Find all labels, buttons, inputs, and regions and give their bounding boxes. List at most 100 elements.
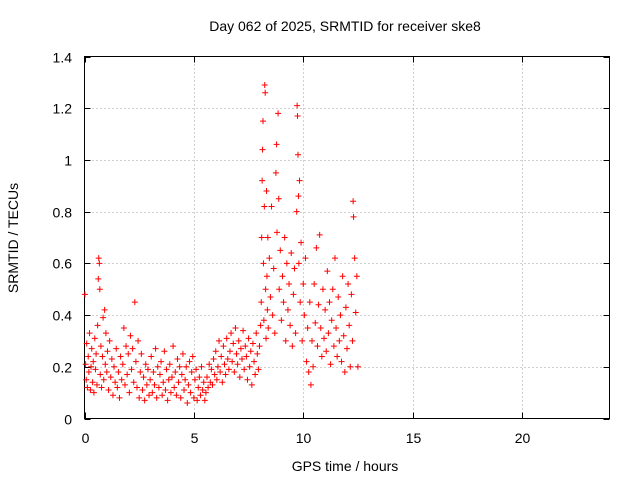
data-point xyxy=(104,348,111,355)
data-point xyxy=(129,345,136,352)
data-point xyxy=(273,141,280,148)
data-point xyxy=(97,371,104,378)
data-point xyxy=(325,330,332,337)
data-point xyxy=(241,366,248,373)
data-point xyxy=(232,325,239,331)
data-point xyxy=(259,146,266,153)
y-axis-label: SRMTID / TECUs xyxy=(5,183,21,293)
data-point xyxy=(269,312,276,319)
data-point xyxy=(142,361,149,368)
data-point xyxy=(270,265,277,272)
data-point xyxy=(282,337,289,344)
data-point xyxy=(190,394,197,401)
data-point xyxy=(172,368,179,375)
data-point xyxy=(211,371,218,378)
data-point xyxy=(323,348,330,355)
data-point xyxy=(162,387,169,394)
data-point xyxy=(161,348,168,355)
data-point xyxy=(112,379,119,386)
data-point xyxy=(262,286,269,293)
data-point xyxy=(182,376,189,383)
data-point xyxy=(234,361,241,368)
grid-lines xyxy=(84,56,610,419)
data-point xyxy=(125,350,132,357)
data-point xyxy=(155,384,162,391)
data-point xyxy=(200,379,207,386)
data-point xyxy=(143,381,150,388)
data-point xyxy=(317,325,324,331)
data-point xyxy=(198,363,205,370)
data-point xyxy=(244,376,251,383)
data-point xyxy=(294,112,301,119)
data-point xyxy=(293,208,300,215)
data-point xyxy=(307,381,314,388)
axis-ticks xyxy=(84,56,610,420)
data-point xyxy=(86,330,93,337)
data-point xyxy=(326,299,333,306)
data-point xyxy=(254,350,261,357)
data-point xyxy=(220,343,227,350)
data-point xyxy=(336,337,343,344)
data-point xyxy=(174,356,181,363)
data-point xyxy=(177,394,184,401)
data-point xyxy=(329,286,336,293)
data-point xyxy=(149,389,156,396)
data-point xyxy=(205,384,212,391)
data-point xyxy=(88,363,95,370)
data-point xyxy=(315,301,322,308)
data-point xyxy=(235,337,242,344)
data-point xyxy=(228,330,235,337)
data-point xyxy=(239,356,245,363)
data-point xyxy=(349,337,356,344)
data-point xyxy=(167,389,174,396)
data-point xyxy=(175,379,182,386)
y-tick-label: 1.4 xyxy=(53,50,73,66)
data-point xyxy=(85,368,92,375)
data-point xyxy=(302,255,309,262)
data-point xyxy=(222,371,229,378)
data-point xyxy=(119,361,126,368)
data-point xyxy=(194,397,201,404)
data-point xyxy=(81,291,88,298)
y-tick-label: 0.4 xyxy=(53,308,73,324)
data-point xyxy=(333,325,340,331)
data-point xyxy=(179,350,186,357)
data-point xyxy=(84,384,91,391)
data-point xyxy=(90,389,97,396)
data-point xyxy=(335,293,342,300)
data-point xyxy=(231,368,238,375)
data-point xyxy=(255,366,262,373)
data-point xyxy=(221,361,228,368)
y-tick-label: 0.6 xyxy=(53,256,73,272)
data-point xyxy=(108,356,115,363)
data-point xyxy=(127,332,134,339)
data-point xyxy=(334,353,341,360)
data-point xyxy=(117,353,124,360)
data-point xyxy=(173,392,180,399)
data-point xyxy=(260,118,266,125)
data-point xyxy=(258,299,265,306)
data-point xyxy=(292,330,299,337)
data-point xyxy=(212,348,219,355)
data-point xyxy=(214,363,221,370)
data-point xyxy=(131,299,138,306)
data-point xyxy=(152,345,159,352)
data-point xyxy=(181,387,188,394)
data-point xyxy=(146,392,153,399)
data-points xyxy=(81,81,361,406)
data-point xyxy=(169,374,175,381)
data-point xyxy=(260,260,267,267)
data-point xyxy=(189,353,196,360)
data-point xyxy=(253,330,260,337)
data-point xyxy=(236,374,243,381)
data-point xyxy=(140,374,147,381)
data-point xyxy=(348,291,355,298)
data-point xyxy=(340,332,347,339)
data-point xyxy=(178,371,185,378)
data-point xyxy=(229,358,236,365)
data-point xyxy=(350,213,357,220)
data-point xyxy=(144,366,151,373)
data-point xyxy=(354,363,361,370)
data-point xyxy=(280,299,287,306)
data-point xyxy=(219,379,226,386)
